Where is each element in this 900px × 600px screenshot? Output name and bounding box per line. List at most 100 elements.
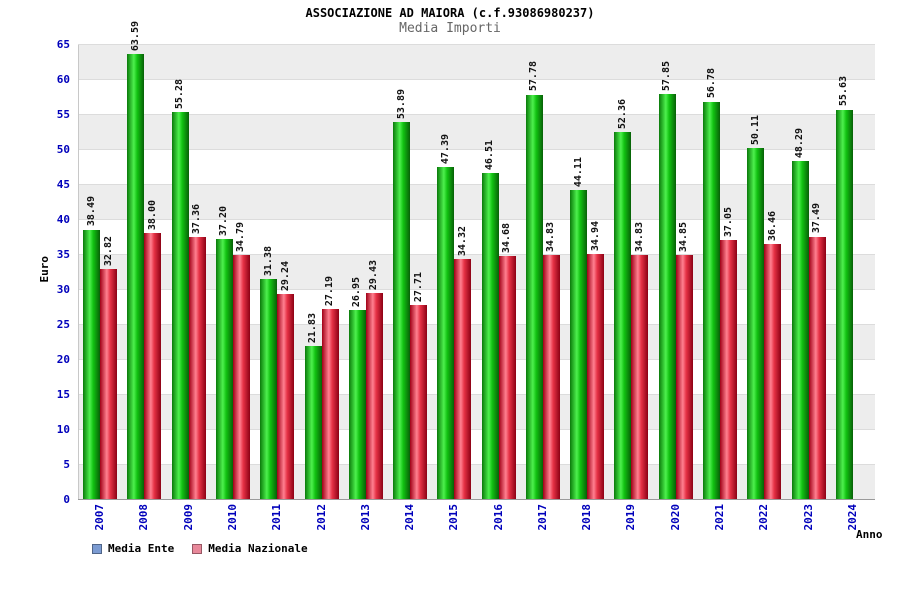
bar-media-ente-2023 [791,160,809,499]
legend-label-media-nazionale: Media Nazionale [208,542,308,555]
x-tick-label: 2015 [447,504,461,531]
bar-media-ente-2009 [171,112,189,499]
bar-media-ente-2024 [835,109,853,499]
bar-media-nazionale-2007 [100,269,118,499]
x-tick-label: 2021 [713,504,727,531]
bar-media-ente-2022 [747,148,765,499]
bar-media-nazionale-2019 [631,255,649,499]
value-label: 32.82 [102,236,114,267]
y-tick-label: 0 [63,493,70,506]
value-label: 38.00 [146,199,158,230]
y-tick-label: 55 [56,108,70,121]
value-label: 38.49 [85,196,97,227]
bar-media-nazionale-2017 [542,255,560,499]
x-tick-label: 2010 [225,504,239,531]
value-label: 29.43 [368,259,380,290]
x-tick-label: 2011 [270,504,284,531]
grid-band [78,115,875,150]
bar-media-nazionale-2011 [277,294,295,499]
plot-area: 38.49 32.82 2007 63.59 38.00 2008 55.28 37.36 20… [78,21,875,531]
gridline [78,359,875,360]
y-tick-label: 10 [56,423,70,436]
value-label: 36.46 [766,210,778,241]
gridline [78,219,875,220]
bar-media-ente-2014 [393,121,411,499]
legend-label-media-ente: Media Ente [108,542,175,555]
grid-band [78,80,875,115]
y-tick-label: 20 [56,353,70,366]
legend-swatch-media-nazionale [192,543,203,554]
value-label: 31.38 [262,246,274,277]
gridline [78,44,875,45]
grid-band [78,220,875,255]
x-tick-label: 2018 [580,504,594,531]
value-label: 50.11 [749,115,761,146]
bar-media-nazionale-2008 [144,233,162,499]
value-label: 34.85 [678,221,690,253]
chart-title: ASSOCIAZIONE AD MAIORA (c.f.93086980237) [305,6,595,20]
value-label: 34.83 [545,222,557,253]
gridline [78,289,875,290]
x-tick-label: 2008 [137,504,151,531]
gridline [78,79,875,80]
value-label: 52.36 [616,99,628,130]
value-label: 37.49 [811,203,823,234]
grid-band [78,430,875,465]
gridline [78,114,875,115]
value-label: 56.78 [705,68,717,99]
bar-media-nazionale-2009 [188,237,206,499]
value-label: 63.59 [129,20,141,51]
bar-media-ente-2008 [127,53,145,499]
bar-media-ente-2007 [83,229,101,499]
gridline [78,429,875,430]
bar-media-nazionale-2012 [321,308,339,499]
bar-media-ente-2019 [614,132,632,499]
bar-media-nazionale-2010 [232,255,250,499]
bar-media-ente-2017 [525,94,543,499]
x-tick-label: 2012 [314,504,328,531]
legend-swatch-media-ente [92,543,102,554]
value-label: 34.79 [235,222,247,253]
gridline [78,254,875,255]
bar-media-nazionale-2023 [808,236,826,499]
bar-media-nazionale-2021 [720,239,738,499]
gridline [78,394,875,395]
value-label: 53.89 [395,88,407,119]
y-tick-label: 40 [56,213,70,226]
bar-media-nazionale-2014 [410,305,428,499]
value-label: 37.05 [722,206,734,237]
gridline [78,184,875,185]
value-label: 27.19 [324,275,336,306]
y-tick-label: 45 [56,178,70,191]
grid-band [78,465,875,500]
y-tick-label: 65 [56,38,70,51]
bar-media-ente-2010 [215,238,233,499]
gridline [78,464,875,465]
gridline [78,149,875,150]
value-label: 44.11 [572,157,584,188]
bar-media-ente-2018 [570,190,588,499]
bar-media-nazionale-2015 [454,258,472,499]
bar-media-ente-2011 [260,279,278,499]
bar-media-nazionale-2018 [587,254,605,499]
bar-media-ente-2016 [481,173,499,499]
chart-subtitle: Media Importi [399,21,501,36]
grid-band [78,150,875,185]
value-label: 34.83 [633,222,645,253]
grid-band [78,255,875,290]
bar-media-nazionale-2020 [675,255,693,499]
value-label: 55.63 [838,76,850,107]
value-label: 57.85 [661,60,673,92]
bar-media-ente-2020 [658,94,676,499]
grid-band [78,325,875,360]
x-tick-label: 2014 [403,504,417,531]
x-tick-label: 2016 [491,504,505,531]
x-tick-label: 2013 [358,504,372,531]
y-tick-label: 60 [56,73,70,86]
value-label: 27.71 [412,271,424,303]
value-label: 57.78 [528,61,540,92]
y-tick-label: 35 [56,248,70,261]
bar-media-ente-2015 [437,167,455,499]
x-tick-label: 2009 [181,504,195,531]
